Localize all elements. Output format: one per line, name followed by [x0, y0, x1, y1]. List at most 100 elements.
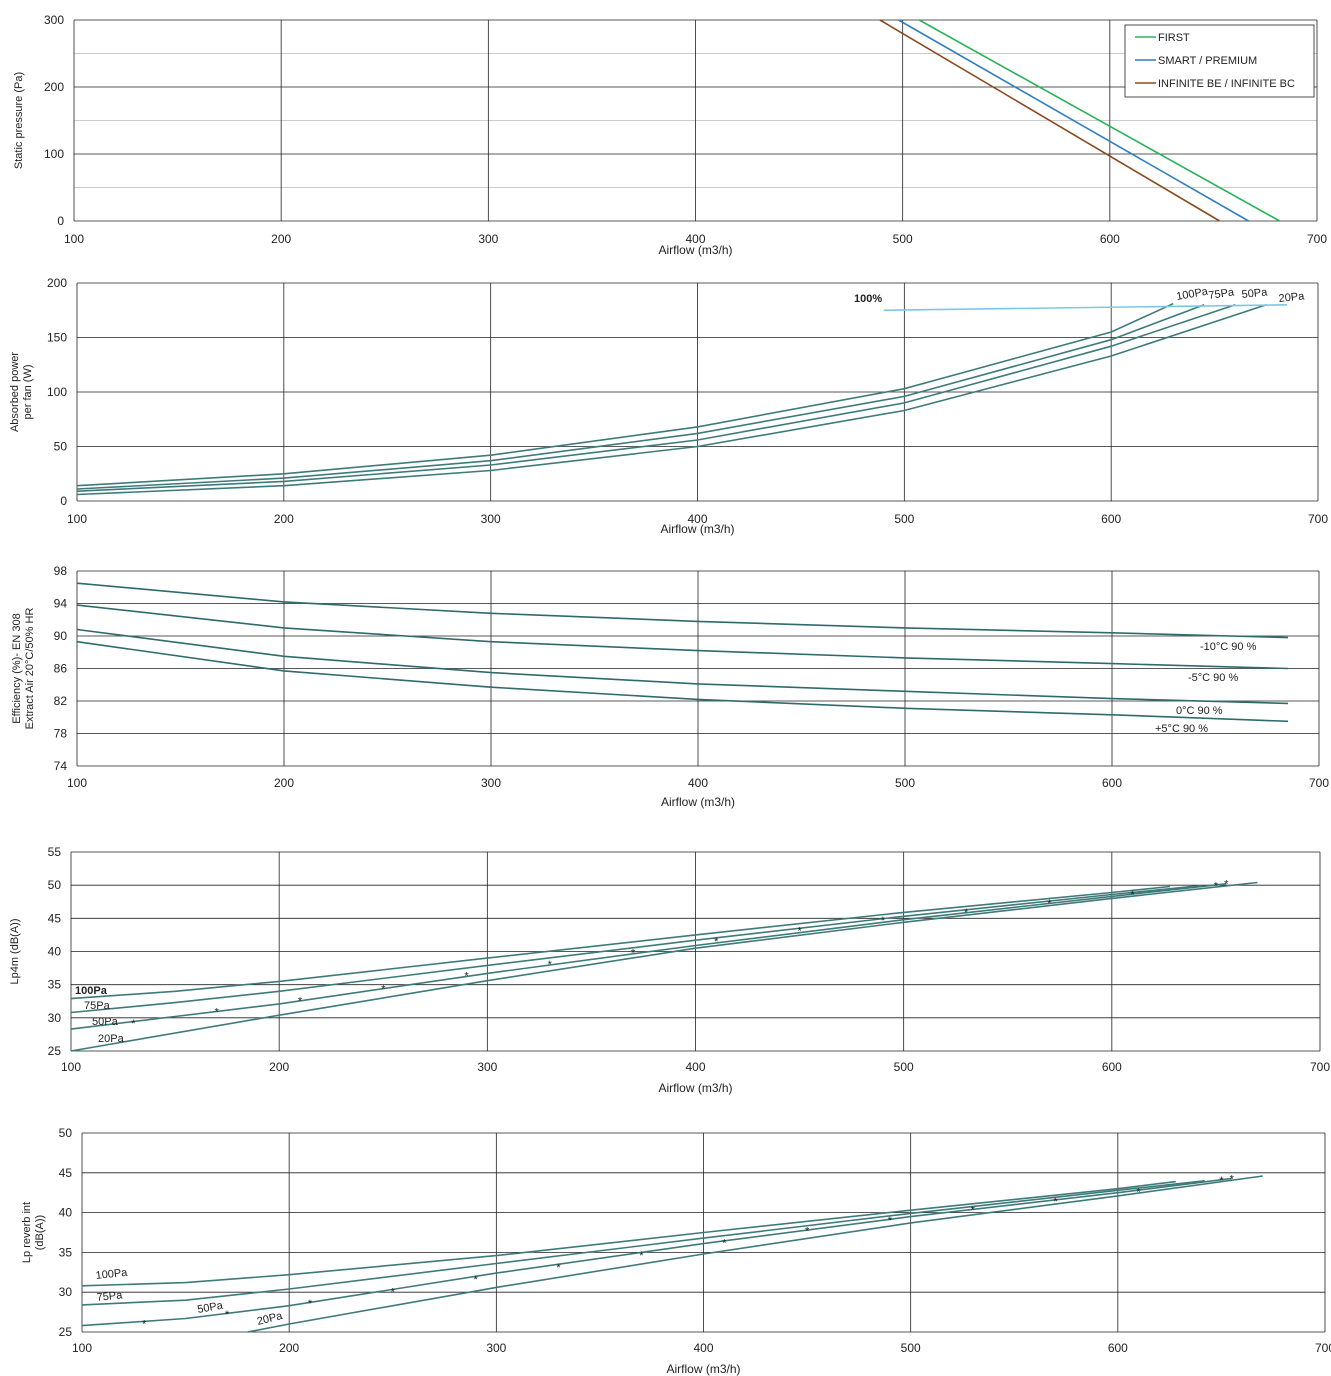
y-axis-label: Lp4m (dB(A)) — [9, 918, 21, 984]
x-tick-label: 300 — [477, 1060, 497, 1074]
data-marker: * — [1136, 1186, 1141, 1198]
x-tick-label: 700 — [1310, 1060, 1330, 1074]
y-tick-label: 0 — [60, 494, 67, 508]
legend: FIRST SMART / PREMIUM INFINITE BE / INFINI… — [1124, 24, 1315, 98]
legend-entry: SMART / PREMIUM — [1158, 55, 1257, 67]
data-marker: * — [805, 1225, 810, 1237]
series-line--5-c-90- — [76, 640, 1289, 723]
y-tick-label: 200 — [44, 80, 64, 94]
chart-3: 74 78 82 86 90 94 98 100 200 300 400 500 600 700 Airfl… — [11, 564, 1329, 809]
y-tick-label: 86 — [54, 662, 68, 676]
curve-label-100pa: 100Pa — [95, 1267, 129, 1282]
y-tick-label: 300 — [44, 13, 64, 27]
y-axis-label: Extract Air 20°C/50% HR — [24, 608, 36, 730]
y-tick-label: 78 — [54, 727, 68, 741]
chart-5: 25 30 35 40 45 50 100 200 300 400 500 600 700 Airflow… — [21, 1126, 1331, 1376]
data-marker: * — [881, 915, 886, 927]
x-tick-label: 700 — [1309, 776, 1329, 790]
y-tick-label: 50 — [48, 878, 62, 892]
data-marker: * — [1054, 1196, 1059, 1208]
y-tick-label: 45 — [48, 911, 62, 925]
x-axis-label: Airflow (m3/h) — [661, 795, 735, 809]
series-line-100pa — [70, 885, 1171, 1000]
curve-label-75pa: 75Pa — [1208, 286, 1236, 302]
legend-box — [1124, 24, 1315, 98]
y-tick-label: 100 — [47, 385, 67, 399]
x-tick-label: 300 — [481, 776, 501, 790]
y-tick-label: 35 — [59, 1245, 73, 1259]
data-marker: * — [308, 1298, 313, 1310]
legend-entry: INFINITE BE / INFINITE BC — [1158, 78, 1295, 90]
legend-entry: FIRST — [1158, 32, 1190, 44]
data-marker: * — [225, 1309, 230, 1321]
x-tick-label: 400 — [685, 232, 705, 246]
y-axis-label: Efficiency (%)- EN 308 — [11, 613, 23, 723]
y-axis-label: (dB(A)) — [34, 1215, 46, 1250]
data-marker: * — [639, 1250, 644, 1262]
curve-label: +5°C 90 % — [1155, 723, 1208, 735]
y-axis-label: Static pressure (Pa) — [13, 72, 25, 169]
x-tick-label: 600 — [1102, 1060, 1122, 1074]
y-tick-label: 55 — [48, 845, 62, 859]
data-marker: * — [556, 1262, 561, 1274]
data-marker: * — [1047, 898, 1052, 910]
series-line-75pa — [70, 885, 1200, 1014]
y-tick-label: 25 — [48, 1044, 62, 1058]
series-line--5-c-90- — [76, 604, 1289, 670]
x-tick-label: 600 — [1101, 512, 1121, 526]
data-marker: * — [215, 1007, 220, 1019]
x-tick-label: 100 — [64, 232, 84, 246]
x-tick-label: 500 — [895, 776, 915, 790]
x-tick-label: 500 — [894, 1060, 914, 1074]
x-tick-label: 200 — [274, 776, 294, 790]
y-tick-label: 100 — [44, 147, 64, 161]
x-axis-label: Airflow (m3/h) — [666, 1362, 740, 1376]
series-line-100pa — [81, 1180, 1176, 1287]
y-tick-label: 98 — [54, 564, 68, 578]
data-marker: * — [631, 948, 636, 960]
series-line-100- — [883, 304, 1288, 312]
data-marker: * — [381, 983, 386, 995]
x-tick-label: 300 — [478, 232, 498, 246]
y-tick-label: 90 — [54, 629, 68, 643]
curve-label-75pa: 75Pa — [96, 1289, 124, 1304]
y-tick-label: 45 — [59, 1166, 73, 1180]
x-tick-label: 300 — [481, 512, 501, 526]
series-line--10-c-90- — [76, 582, 1289, 639]
x-tick-label: 200 — [271, 232, 291, 246]
series-line-20pa — [247, 1175, 1263, 1333]
x-tick-label: 300 — [486, 1341, 506, 1355]
curve-label-50pa: 50Pa — [1241, 286, 1269, 301]
series-line-0-c-90- — [76, 628, 1289, 705]
data-marker: * — [1230, 1174, 1235, 1186]
data-marker: * — [1219, 1175, 1224, 1187]
y-tick-label: 74 — [54, 759, 68, 773]
x-tick-label: 500 — [901, 1341, 921, 1355]
data-marker: * — [971, 1205, 976, 1217]
curve-label-100pa: 100Pa — [75, 985, 108, 997]
x-tick-label: 600 — [1108, 1341, 1128, 1355]
curve-label-75pa: 75Pa — [84, 1000, 111, 1012]
x-axis-label: Airflow (m3/h) — [658, 1081, 732, 1095]
y-tick-label: 0 — [57, 214, 64, 228]
x-tick-label: 400 — [693, 1341, 713, 1355]
y-tick-label: 94 — [54, 597, 68, 611]
x-tick-label: 100 — [61, 1060, 81, 1074]
y-axis-label: Lp reverb int — [21, 1202, 33, 1263]
data-marker: * — [464, 971, 469, 983]
y-tick-label: 25 — [59, 1325, 73, 1339]
y-tick-label: 35 — [48, 978, 62, 992]
x-tick-label: 200 — [274, 512, 294, 526]
data-marker: * — [548, 959, 553, 971]
curve-label-50pa: 50Pa — [196, 1300, 224, 1316]
data-marker: * — [797, 926, 802, 938]
y-axis-label: per fan (W) — [22, 364, 34, 419]
series-line-75pa — [76, 304, 1205, 490]
y-tick-label: 50 — [54, 440, 68, 454]
x-tick-label: 400 — [687, 512, 707, 526]
series-line-50pa — [76, 304, 1236, 492]
y-axis-label: Absorbed power — [9, 352, 21, 432]
